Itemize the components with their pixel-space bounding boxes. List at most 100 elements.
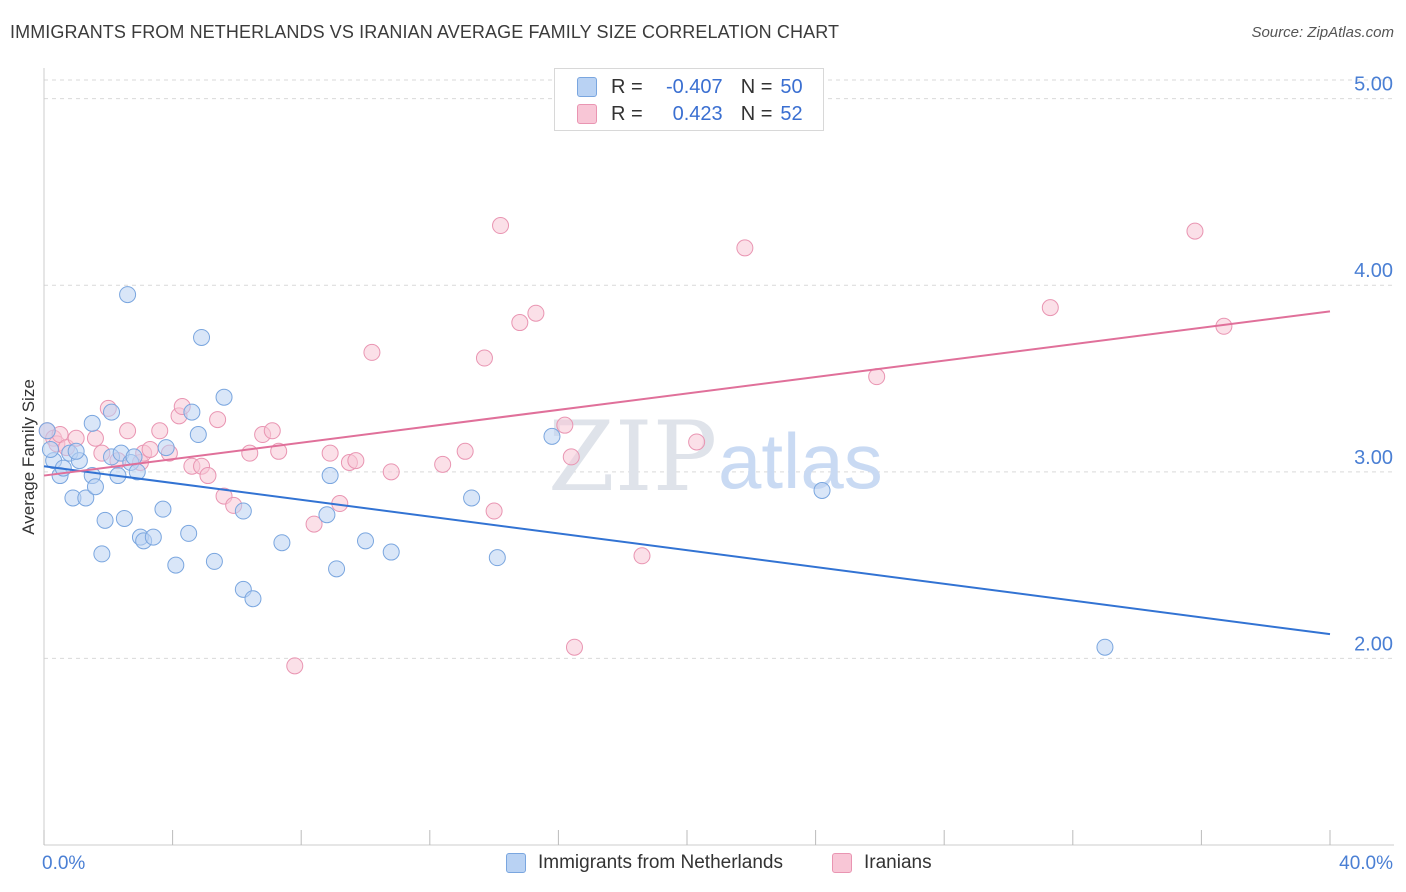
y-tick-label: 5.00 bbox=[1354, 74, 1393, 96]
iranians-point bbox=[151, 422, 169, 440]
legend-r-value: -0.407 bbox=[665, 75, 723, 98]
iranians-point bbox=[263, 422, 281, 440]
legend-n-value: 50 bbox=[780, 75, 803, 98]
iranians-point bbox=[270, 442, 288, 460]
y-axis-title: Average Family Size bbox=[19, 379, 38, 535]
axes bbox=[43, 68, 1394, 846]
legend-swatch-blue bbox=[506, 853, 526, 873]
iranians-point bbox=[736, 239, 754, 257]
legend-swatch-blue bbox=[577, 77, 597, 97]
trend-lines bbox=[43, 310, 1331, 636]
netherlands-point bbox=[273, 534, 291, 552]
netherlands-point bbox=[115, 509, 133, 527]
netherlands-point bbox=[41, 440, 59, 458]
iranians-point bbox=[1041, 299, 1059, 317]
iranians-point bbox=[475, 349, 493, 367]
correlation-legend: R = -0.407 N = 50 R = 0.423 N = 52 bbox=[554, 68, 824, 131]
iranians-point bbox=[199, 467, 217, 485]
legend-n-value: 52 bbox=[780, 102, 803, 125]
iranians-point bbox=[565, 638, 583, 656]
iranians-point bbox=[1186, 222, 1204, 240]
iranians-point bbox=[347, 452, 365, 470]
netherlands-point bbox=[382, 543, 400, 561]
netherlands-point bbox=[244, 590, 262, 608]
netherlands-point bbox=[183, 403, 201, 421]
source-label: Source: ZipAtlas.com bbox=[1251, 24, 1394, 41]
iranians-point bbox=[382, 463, 400, 481]
chart-title: IMMIGRANTS FROM NETHERLANDS VS IRANIAN A… bbox=[10, 22, 840, 42]
grid-lines bbox=[44, 79, 1394, 659]
netherlands-point bbox=[96, 511, 114, 529]
iranians-point bbox=[434, 455, 452, 473]
y-tick-label: 3.00 bbox=[1354, 447, 1393, 469]
netherlands-point bbox=[119, 286, 137, 304]
iranians-point bbox=[321, 444, 339, 462]
netherlands-point bbox=[157, 439, 175, 457]
iranians-point bbox=[556, 416, 574, 434]
legend-row-netherlands: R = -0.407 N = 50 bbox=[577, 75, 803, 99]
netherlands-point bbox=[86, 478, 104, 496]
iranians-point bbox=[119, 422, 137, 440]
series-netherlands-points bbox=[38, 286, 1114, 656]
iranians-point bbox=[562, 448, 580, 466]
tick-labels: 2.00 3.00 4.00 5.00 0.0% 40.0% bbox=[42, 74, 1393, 874]
netherlands-point bbox=[488, 549, 506, 567]
legend-r-value: 0.423 bbox=[672, 102, 723, 125]
legend-swatch-pink bbox=[577, 104, 597, 124]
iranians-trend-line bbox=[43, 310, 1331, 477]
y-tick-label: 2.00 bbox=[1354, 633, 1393, 655]
watermark: ZIP atlas bbox=[548, 401, 883, 513]
iranians-point bbox=[286, 657, 304, 675]
netherlands-point bbox=[543, 427, 561, 445]
legend-r-label: R = bbox=[611, 102, 643, 125]
netherlands-point bbox=[463, 489, 481, 507]
iranians-point bbox=[86, 429, 104, 447]
y-tick-label: 4.00 bbox=[1354, 260, 1393, 282]
netherlands-point bbox=[234, 502, 252, 520]
netherlands-point bbox=[180, 524, 198, 542]
legend-n-label: N = bbox=[740, 102, 773, 125]
netherlands-point bbox=[167, 556, 185, 574]
series-legend: Immigrants from Netherlands Iranians bbox=[0, 852, 1406, 878]
netherlands-point bbox=[144, 528, 162, 546]
iranians-point bbox=[141, 440, 159, 458]
iranians-point bbox=[511, 314, 529, 332]
watermark-atlas: atlas bbox=[718, 417, 883, 505]
iranians-point bbox=[485, 502, 503, 520]
netherlands-point bbox=[189, 426, 207, 444]
legend-label-iranians: Iranians bbox=[864, 852, 932, 873]
legend-label-netherlands: Immigrants from Netherlands bbox=[538, 852, 783, 873]
netherlands-point bbox=[205, 552, 223, 570]
netherlands-point bbox=[67, 442, 85, 460]
netherlands-point bbox=[38, 422, 56, 440]
iranians-point bbox=[868, 368, 886, 386]
legend-n-label: N = bbox=[740, 75, 773, 98]
x-tick-label: 40.0% bbox=[1339, 853, 1393, 874]
netherlands-point bbox=[357, 532, 374, 550]
netherlands-point bbox=[103, 403, 121, 421]
iranians-point bbox=[305, 515, 323, 533]
iranians-point bbox=[363, 343, 381, 361]
netherlands-point bbox=[318, 506, 336, 524]
x-tick-label: 0.0% bbox=[42, 853, 85, 874]
netherlands-point bbox=[328, 560, 346, 578]
iranians-point bbox=[456, 442, 474, 460]
netherlands-point bbox=[77, 489, 95, 507]
netherlands-trend-line bbox=[43, 465, 1331, 636]
legend-swatch-pink bbox=[832, 853, 852, 873]
netherlands-point bbox=[215, 388, 233, 406]
legend-row-iranians: R = 0.423 N = 52 bbox=[577, 102, 803, 126]
legend-r-label: R = bbox=[611, 75, 643, 98]
iranians-point bbox=[492, 217, 510, 235]
netherlands-point bbox=[154, 500, 172, 518]
legend-item-iranians[interactable]: Iranians bbox=[832, 852, 932, 874]
iranians-point bbox=[688, 433, 706, 451]
netherlands-point bbox=[321, 467, 339, 485]
netherlands-point bbox=[93, 545, 111, 563]
legend-item-netherlands[interactable]: Immigrants from Netherlands bbox=[506, 852, 783, 874]
netherlands-point bbox=[813, 481, 831, 499]
iranians-point bbox=[527, 304, 545, 322]
netherlands-point bbox=[83, 414, 101, 432]
iranians-point bbox=[633, 547, 651, 565]
